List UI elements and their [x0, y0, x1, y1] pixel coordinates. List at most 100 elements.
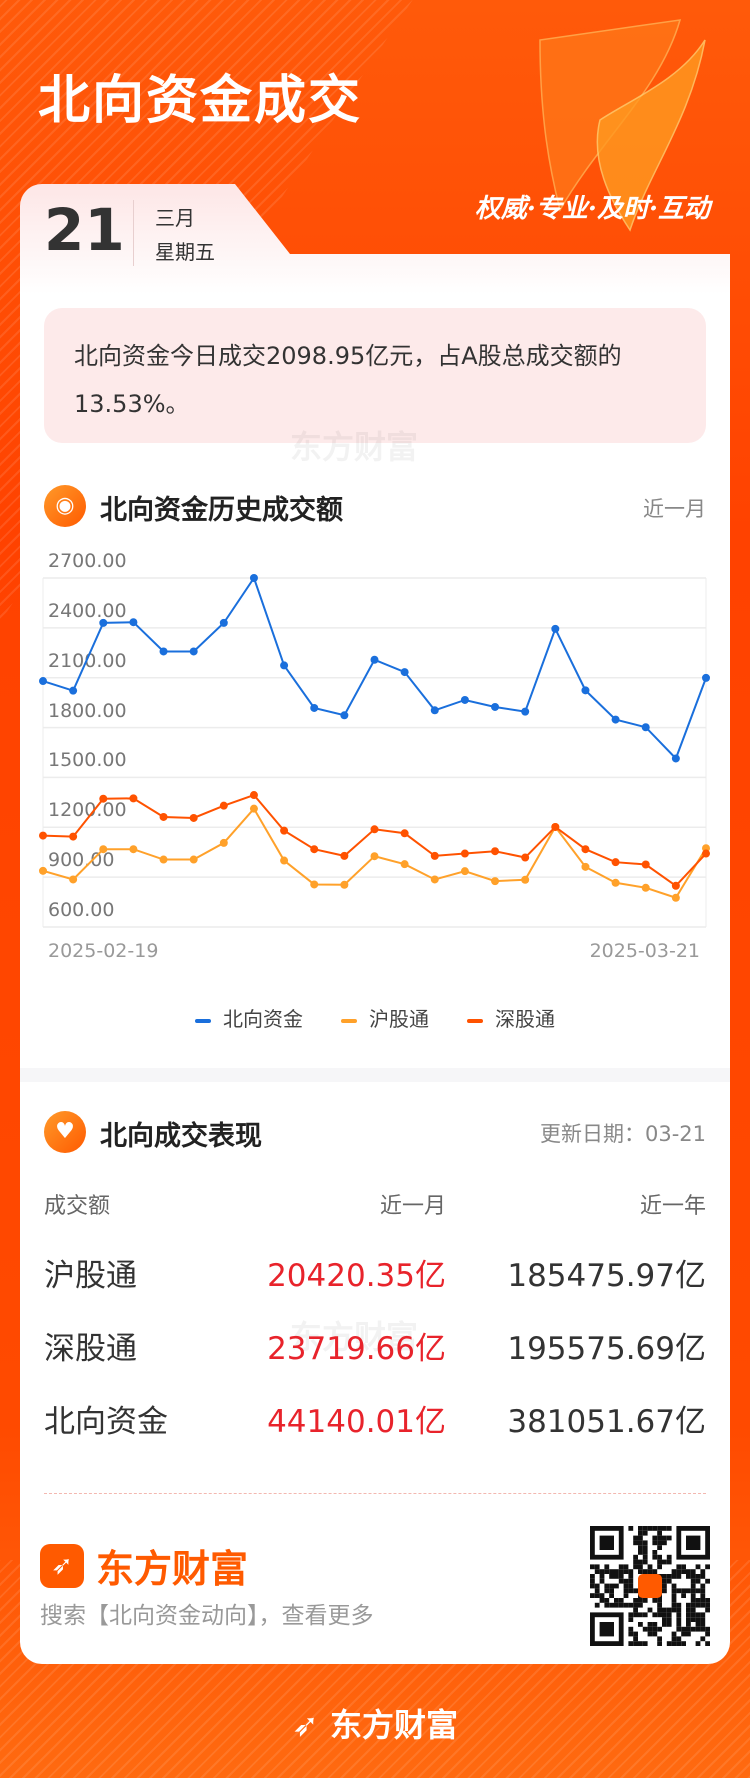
row-month: 20420.35亿: [267, 1258, 446, 1294]
data-point[interactable]: [641, 883, 650, 892]
data-point[interactable]: [460, 867, 469, 876]
data-point[interactable]: [671, 754, 680, 763]
row-name: 深股通: [44, 1331, 137, 1367]
handshake-heart-icon: ♥: [44, 1111, 86, 1153]
data-point[interactable]: [430, 706, 439, 715]
data-point[interactable]: [249, 791, 258, 800]
brand-logo-icon: ➶: [292, 1706, 330, 1744]
data-point[interactable]: [69, 686, 78, 695]
search-hint: 搜索【北向资金动向】，查看更多: [40, 1603, 374, 1629]
data-point[interactable]: [611, 858, 620, 867]
data-point[interactable]: [99, 794, 108, 803]
data-point[interactable]: [460, 849, 469, 858]
data-point[interactable]: [370, 852, 379, 861]
data-point[interactable]: [460, 695, 469, 704]
x-label-start: 2025-02-19: [48, 940, 159, 962]
data-point[interactable]: [491, 702, 500, 711]
row-year: 195575.69亿: [507, 1331, 706, 1367]
data-point[interactable]: [39, 677, 47, 686]
column-header: 成交额: [44, 1194, 111, 1219]
row-month: 23719.66亿: [267, 1331, 446, 1367]
divider: [133, 200, 134, 266]
y-tick-label: 2700.00: [48, 550, 127, 572]
data-point[interactable]: [702, 673, 710, 682]
data-point[interactable]: [400, 829, 409, 838]
legend-item[interactable]: 沪股通: [341, 1003, 429, 1032]
data-point[interactable]: [39, 831, 47, 840]
data-point[interactable]: [702, 849, 710, 858]
performance-title: 北向成交表现: [100, 1121, 262, 1152]
data-point[interactable]: [129, 794, 138, 803]
data-point[interactable]: [310, 703, 319, 712]
data-point[interactable]: [249, 574, 258, 582]
legend-swatch: [341, 1018, 357, 1023]
data-point[interactable]: [491, 847, 500, 856]
data-point[interactable]: [69, 832, 78, 841]
data-point[interactable]: [280, 856, 289, 865]
footer-brand-name: 东方财富: [329, 1706, 458, 1744]
data-point[interactable]: [641, 723, 650, 732]
data-point[interactable]: [340, 711, 349, 720]
data-point[interactable]: [491, 877, 500, 886]
data-point[interactable]: [581, 862, 590, 871]
data-point[interactable]: [129, 845, 138, 854]
range-label[interactable]: 近一月: [643, 497, 706, 521]
legend-swatch: [467, 1018, 483, 1023]
series-line: [42, 793, 707, 888]
data-point[interactable]: [581, 845, 590, 854]
data-point[interactable]: [521, 853, 530, 862]
y-tick-label: 600.00: [48, 899, 115, 921]
data-point[interactable]: [129, 618, 138, 627]
row-month: 44140.01亿: [267, 1404, 446, 1440]
data-point[interactable]: [671, 893, 680, 902]
data-point[interactable]: [581, 686, 590, 695]
data-point[interactable]: [310, 880, 319, 889]
data-point[interactable]: [430, 851, 439, 860]
data-point[interactable]: [280, 826, 289, 835]
data-point[interactable]: [310, 845, 319, 854]
data-point[interactable]: [340, 880, 349, 889]
legend-item[interactable]: 深股通: [467, 1003, 555, 1032]
data-point[interactable]: [641, 860, 650, 869]
table-row: 北向资金 44140.01亿 381051.67亿: [44, 1396, 706, 1440]
data-point[interactable]: [551, 822, 560, 831]
data-point[interactable]: [400, 860, 409, 869]
data-point[interactable]: [189, 813, 198, 822]
data-point[interactable]: [340, 851, 349, 860]
data-point[interactable]: [189, 647, 198, 656]
data-point[interactable]: [219, 618, 228, 627]
row-name: 北向资金: [44, 1404, 168, 1440]
data-point[interactable]: [99, 618, 108, 627]
data-point[interactable]: [280, 661, 289, 670]
update-date: 更新日期：03-21: [539, 1122, 706, 1146]
data-point[interactable]: [551, 624, 560, 633]
data-point[interactable]: [430, 875, 439, 884]
data-point[interactable]: [400, 668, 409, 677]
data-point[interactable]: [189, 855, 198, 864]
data-point[interactable]: [219, 838, 228, 847]
summary-box: 北向资金今日成交2098.95亿元，占A股总成交额的13.53%。: [44, 308, 706, 443]
data-point[interactable]: [611, 715, 620, 724]
data-point[interactable]: [99, 845, 108, 854]
brand-logo-icon: ➶: [40, 1543, 84, 1588]
watermark: 东方财富: [290, 1318, 419, 1356]
data-point[interactable]: [249, 804, 258, 813]
legend-swatch: [195, 1018, 211, 1023]
data-point[interactable]: [521, 707, 530, 716]
data-point[interactable]: [671, 881, 680, 890]
data-point[interactable]: [159, 812, 168, 821]
qr-code-icon[interactable]: [590, 1526, 710, 1646]
data-point[interactable]: [370, 655, 379, 664]
data-point[interactable]: [219, 801, 228, 810]
data-point[interactable]: [69, 875, 78, 884]
legend-item[interactable]: 北向资金: [195, 1003, 303, 1032]
column-header: 近一年: [639, 1194, 706, 1219]
data-point[interactable]: [159, 855, 168, 864]
data-point[interactable]: [39, 866, 47, 875]
data-point[interactable]: [370, 825, 379, 834]
slogan: 权威·专业·及时·互动: [474, 194, 710, 224]
data-point[interactable]: [159, 647, 168, 656]
data-point[interactable]: [521, 875, 530, 884]
main-card: [20, 254, 730, 1664]
data-point[interactable]: [611, 878, 620, 887]
